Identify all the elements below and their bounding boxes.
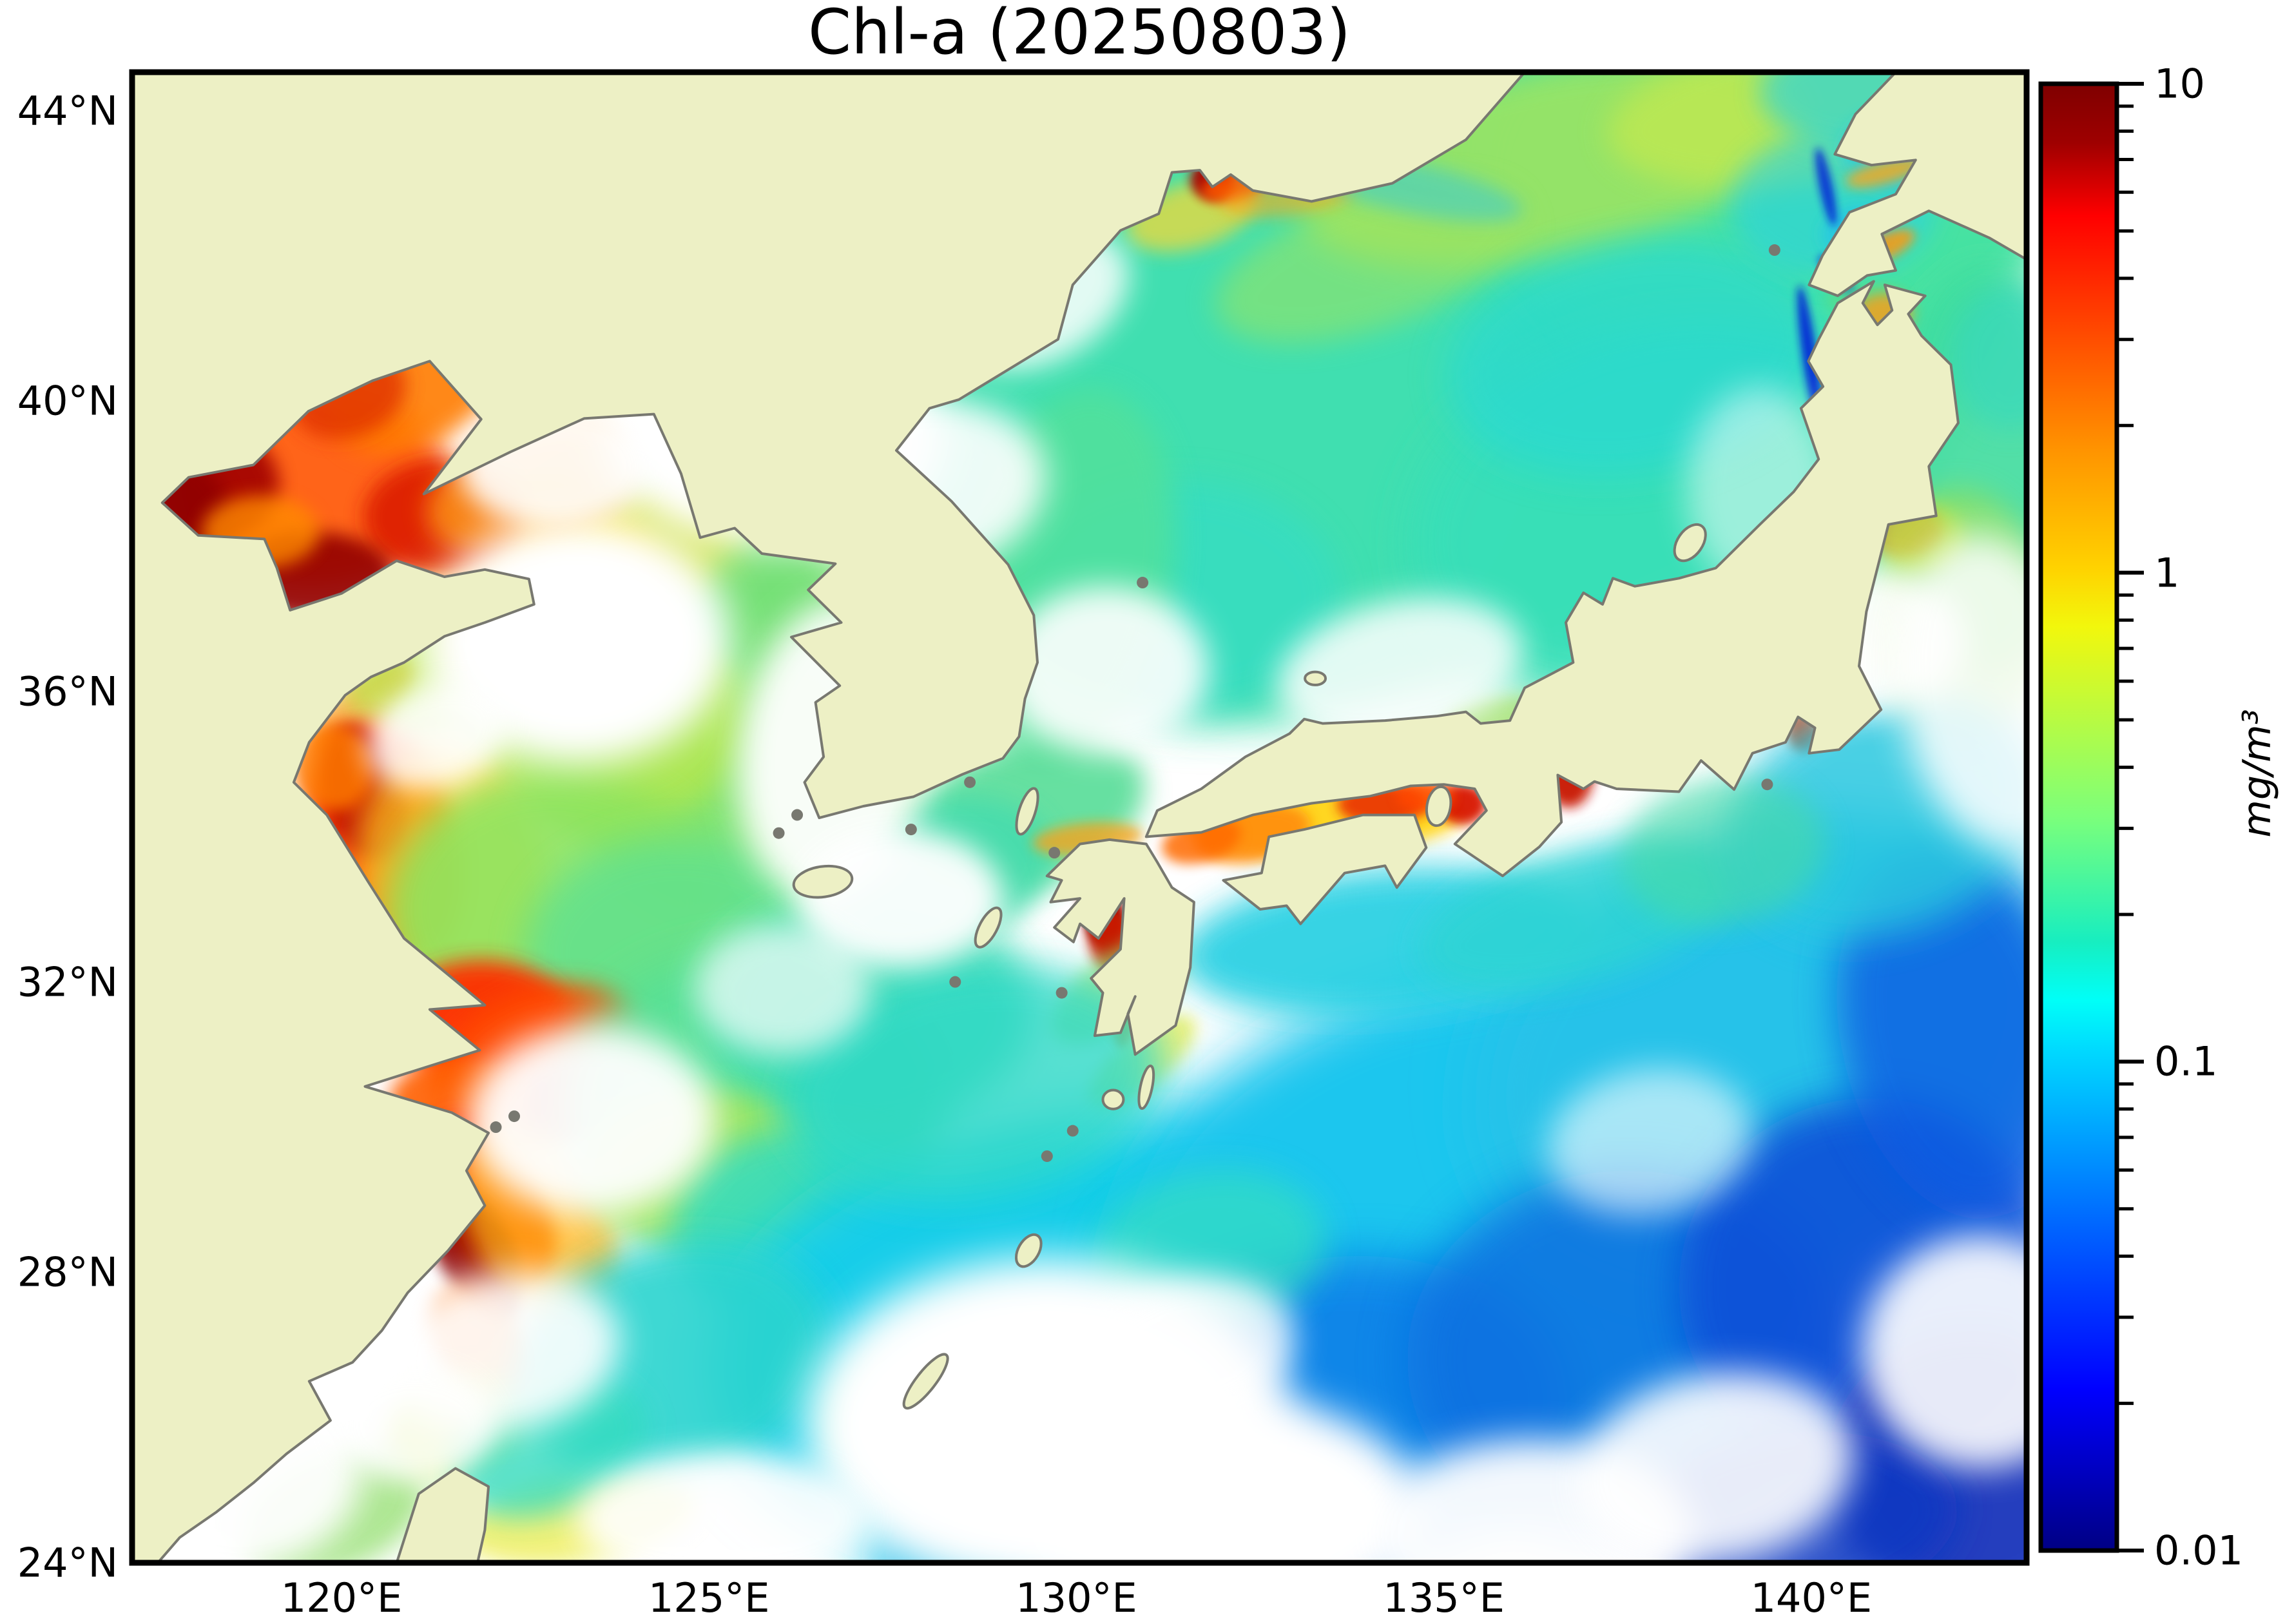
island-goto	[974, 906, 1003, 949]
cloud-blob	[1277, 597, 1523, 742]
chl-blob	[1815, 148, 1837, 226]
x-tick-label: 130°E	[1016, 1574, 1137, 1621]
plot-title: Chl-a (20250803)	[807, 0, 1351, 68]
island-tsushima	[1015, 787, 1039, 836]
landmass-hokkaido	[1808, 72, 2027, 297]
cloud-blob	[694, 923, 871, 1055]
x-tick-label: 135°E	[1383, 1574, 1505, 1621]
colorbar-unit-label: mg/m³	[2235, 709, 2280, 838]
y-tick-label: 32°N	[17, 958, 118, 1006]
chl-blob	[1837, 846, 2027, 1219]
cloud-blob	[577, 1454, 871, 1563]
landmass-asia-mainland-with-korea	[132, 72, 1527, 1563]
landmass-kyushu	[1045, 838, 1195, 1056]
plot-frame	[129, 69, 2030, 1566]
colorbar-tick-label: 0.01	[2154, 1527, 2244, 1574]
island-speck	[905, 824, 917, 836]
island-amami	[1014, 1233, 1043, 1268]
island-speck	[949, 976, 961, 988]
landmass-taiwan-north	[395, 1467, 490, 1563]
cloud-blob	[797, 829, 1003, 968]
island-jeju	[792, 864, 854, 899]
cloud-blob	[1003, 586, 1209, 753]
cloud-blob	[1078, 1276, 1295, 1428]
island-speck	[1056, 987, 1068, 999]
cloud-blob	[466, 1025, 717, 1215]
colorbar-tick-label: 0.1	[2154, 1038, 2218, 1085]
y-tick-label: 24°N	[17, 1539, 118, 1587]
y-tick-label: 40°N	[17, 377, 118, 425]
island-speck	[508, 1110, 521, 1123]
y-tick-label: 28°N	[17, 1248, 118, 1296]
cloud-blob	[365, 681, 508, 789]
x-tick-label: 125°E	[648, 1574, 770, 1621]
cloud-blob	[1577, 1372, 1855, 1563]
cloud-blob	[334, 1366, 496, 1484]
island-speck	[1768, 244, 1780, 256]
island-speck	[490, 1121, 502, 1134]
cloud-blob	[1025, 1395, 1422, 1563]
cloud-blob	[1896, 533, 2027, 850]
island-speck	[964, 776, 976, 788]
chl-blob	[293, 724, 375, 811]
island-tanegashima	[1137, 1064, 1155, 1110]
colorbar-tick-label: 10	[2154, 60, 2205, 108]
cloud-blob	[1547, 1068, 1752, 1215]
y-tick-label: 36°N	[17, 668, 118, 715]
island-yakushima	[1101, 1088, 1125, 1110]
y-tick-label: 44°N	[17, 87, 118, 135]
landmass-shikoku	[1222, 813, 1428, 925]
island-oki	[1304, 670, 1327, 686]
island-speck	[1066, 1125, 1079, 1137]
island-speck	[1137, 577, 1149, 589]
island-speck	[791, 809, 804, 821]
cloud-blob	[1862, 1236, 2027, 1469]
island-speck	[1048, 847, 1061, 859]
landmass-honshu	[1144, 280, 1960, 878]
island-speck	[773, 827, 785, 839]
chl-blob	[1215, 183, 1526, 343]
island-okinawa	[902, 1353, 949, 1410]
island-speck	[1041, 1150, 1053, 1163]
island-speck	[1761, 778, 1773, 791]
chl-blob	[1621, 777, 1826, 925]
colorbar	[2041, 84, 2117, 1551]
chl-blob	[784, 964, 1163, 1203]
x-tick-label: 140°E	[1750, 1574, 1873, 1621]
chl-blob	[1951, 285, 2027, 430]
chl-blob	[1846, 157, 1924, 188]
map-plot-area	[132, 72, 2027, 1563]
island-sado	[1673, 523, 1707, 563]
colorbar-tick-label: 1	[2154, 549, 2180, 597]
island-awaji	[1425, 785, 1452, 827]
x-tick-label: 120°E	[280, 1574, 403, 1621]
